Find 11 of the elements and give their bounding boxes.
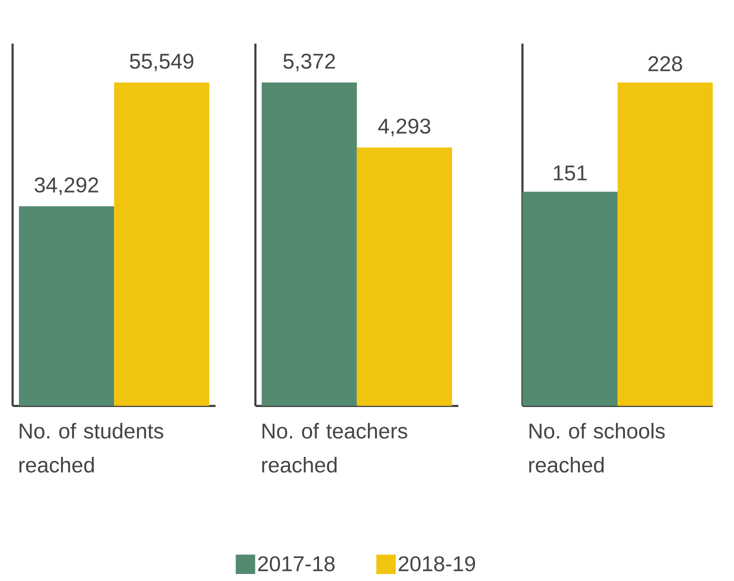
data-label: 151 [554,166,587,181]
x-axis-title: No. of schools reached [529,423,665,473]
data-label: 228 [648,56,682,72]
data-label: 34,292 [34,178,98,196]
data-label: 55,549 [130,54,194,72]
legend-label: 2018-19 [398,556,476,572]
x-axis-title: No. of teachers reached [262,423,408,473]
x-axis-title: No. of students reached [19,423,164,473]
data-label: 5,372 [283,54,335,72]
data-label: 4,293 [378,118,430,136]
legend-label: 2017-18 [258,556,335,572]
